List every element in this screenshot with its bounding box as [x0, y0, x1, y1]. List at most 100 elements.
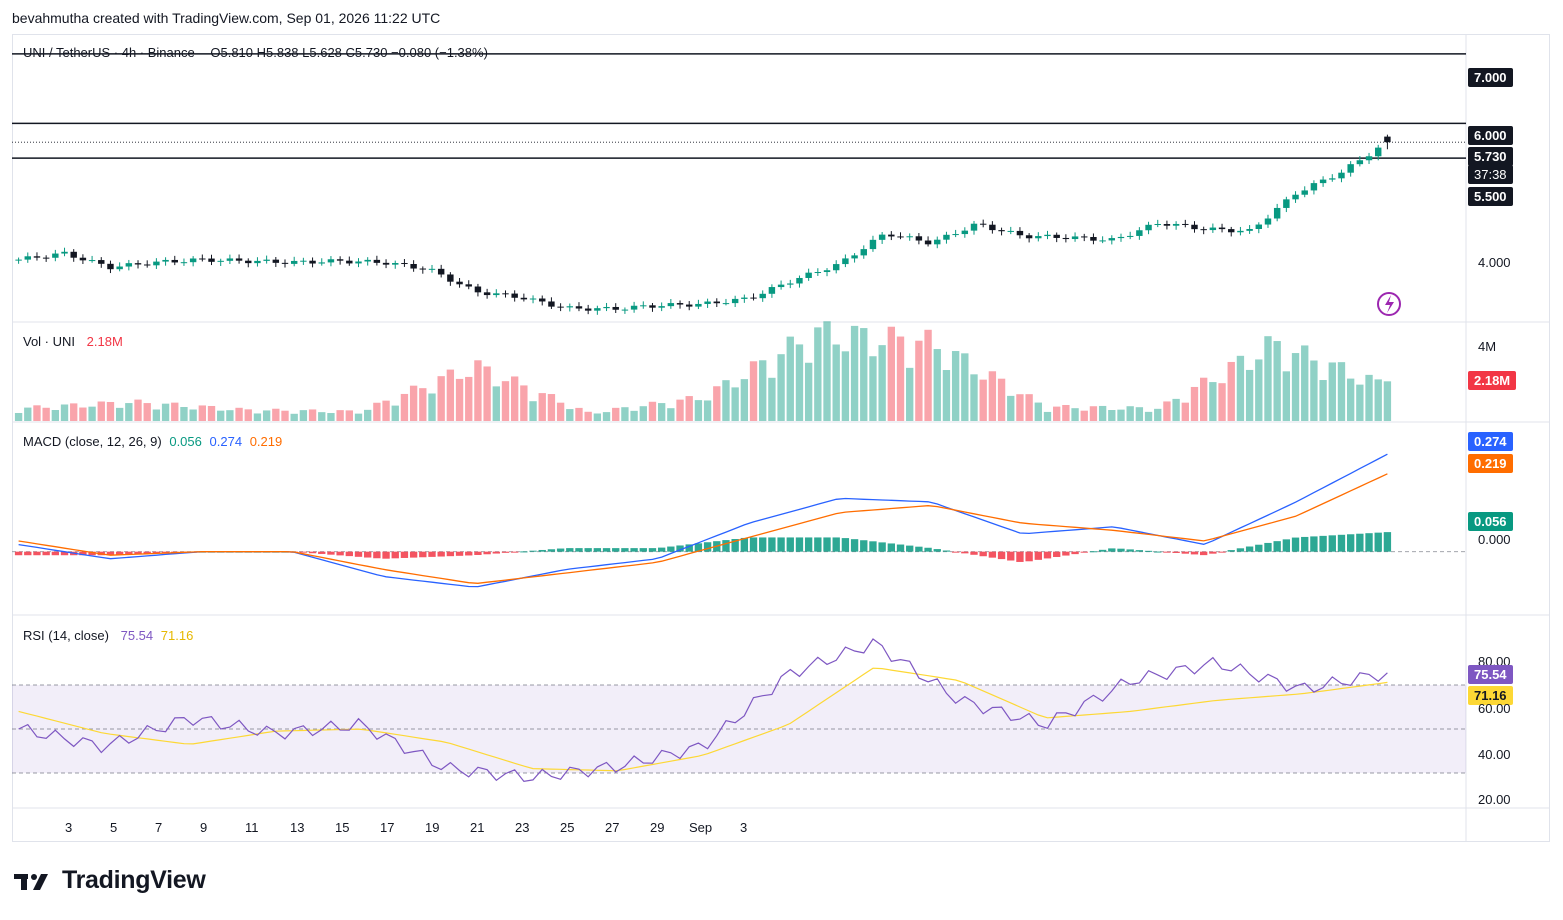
volume-bar — [970, 374, 978, 421]
macd-histogram-bar — [1016, 551, 1024, 562]
volume-bar — [878, 345, 886, 421]
macd-histogram-bar — [492, 551, 500, 554]
volume-bar — [510, 376, 519, 421]
rsi-value: 75.54 — [120, 628, 154, 643]
candle-body — [61, 251, 68, 254]
volume-bar — [814, 327, 822, 421]
volume-bar — [997, 378, 1006, 421]
volume-bar — [217, 410, 225, 421]
volume-bar — [648, 401, 657, 421]
symbol-pair[interactable]: UNI / TetherUS · 4h · Binance — [23, 45, 195, 60]
candle-body — [189, 258, 197, 263]
volume-bar — [749, 361, 758, 421]
volume-bar — [1255, 359, 1263, 421]
macd-histogram-bar — [1126, 549, 1134, 552]
volume-bar — [1282, 371, 1291, 421]
macd-histogram-bar — [354, 551, 363, 557]
volume-bar — [281, 410, 289, 421]
macd-histogram-bar — [814, 537, 822, 552]
lightning-icon[interactable] — [1377, 292, 1401, 316]
macd-histogram-bar — [1080, 551, 1088, 553]
candle-body — [1163, 224, 1171, 226]
candle-body — [750, 297, 757, 299]
time-tick: Sep — [689, 820, 713, 835]
macd-histogram-bar — [1025, 551, 1033, 562]
volume-bar — [832, 344, 840, 421]
macd-histogram-bar — [942, 550, 951, 552]
rsi-legend[interactable]: RSI (14, close) 75.54 71.16 — [23, 628, 197, 643]
tradingview-logo[interactable]: TradingView — [14, 866, 206, 895]
macd-histogram-bar — [382, 551, 390, 559]
volume-bar — [382, 400, 390, 421]
macd-histogram-bar — [566, 548, 574, 552]
chart-frame — [12, 34, 1550, 842]
volume-bar — [189, 409, 197, 421]
candle-body — [1246, 228, 1253, 231]
volume-bar — [501, 381, 510, 421]
volume-bar — [1209, 382, 1217, 421]
candle-body — [869, 239, 877, 250]
candle-body — [1365, 156, 1373, 161]
candle-body — [33, 256, 41, 258]
macd-legend[interactable]: MACD (close, 12, 26, 9) 0.056 0.274 0.21… — [23, 434, 286, 449]
macd-histogram-bar — [60, 551, 69, 556]
volume-bar — [667, 408, 675, 421]
time-tick: 17 — [380, 820, 395, 835]
macd-histogram-bar — [1319, 535, 1327, 552]
ohlc-values: O5.810 H5.838 L5.628 C5.730 −0.080 (−1.3… — [210, 45, 488, 60]
volume-bar — [244, 409, 252, 421]
volume-legend[interactable]: Vol · UNI 2.18M — [23, 334, 127, 349]
candle-body — [355, 261, 362, 264]
time-tick: 27 — [605, 820, 620, 835]
rsi-tag: 75.54 — [1468, 665, 1513, 684]
volume-bar — [703, 400, 712, 421]
macd-histogram-bar — [1071, 551, 1079, 555]
level-tag-5-5: 5.500 — [1468, 187, 1513, 206]
candle-body — [493, 293, 500, 296]
macd-histogram-bar — [887, 543, 896, 552]
volume-bar — [942, 370, 951, 421]
volume-bar — [1098, 405, 1107, 421]
horizontal-levels — [12, 53, 1466, 159]
macd-histogram-bar — [79, 551, 87, 556]
rsi-ma-tag: 71.16 — [1468, 686, 1513, 705]
volume-bar — [299, 410, 308, 421]
volume-bars — [14, 321, 1392, 421]
macd-histogram-bar — [731, 539, 739, 552]
candle-body — [575, 306, 583, 309]
grid-separators — [12, 34, 1550, 842]
volume-bar — [308, 409, 317, 421]
symbol-legend[interactable]: UNI / TetherUS · 4h · Binance O5.810 H5.… — [23, 45, 492, 60]
macd-histogram-bar — [915, 546, 923, 552]
volume-bar — [79, 407, 87, 421]
volume-bar — [143, 403, 151, 421]
macd-pane — [12, 453, 1466, 588]
volume-bar — [24, 407, 32, 421]
volume-bar — [685, 396, 693, 421]
macd-histogram-bar — [1236, 548, 1245, 552]
macd-histogram-bar — [685, 544, 693, 552]
volume-bar — [1043, 411, 1052, 421]
volume-bar — [1365, 374, 1373, 421]
volume-bar — [1181, 402, 1189, 421]
macd-histogram-bar — [1089, 551, 1098, 553]
volume-bar — [1117, 409, 1125, 421]
macd-signal-value: 0.219 — [249, 434, 283, 449]
volume-bar — [60, 404, 69, 421]
price-tick-4: 4.000 — [1478, 255, 1511, 270]
candle-body — [428, 268, 436, 270]
macd-histogram-bar — [722, 540, 730, 552]
candle-body — [520, 297, 528, 300]
candle-body — [1182, 223, 1189, 225]
macd-histogram-bar — [1062, 551, 1070, 556]
rsi-tick-60: 60.00 — [1478, 701, 1511, 716]
macd-histogram-bar — [1199, 551, 1208, 556]
volume-bar — [740, 379, 749, 421]
macd-histogram-bar — [896, 544, 905, 552]
macd-histogram-bar — [538, 549, 546, 552]
volume-bar — [786, 336, 794, 421]
volume-bar — [51, 410, 60, 421]
volume-bar — [593, 413, 602, 421]
candle-body — [1264, 218, 1272, 225]
